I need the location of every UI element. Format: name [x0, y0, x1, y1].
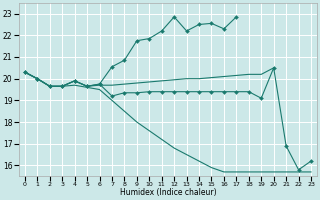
- X-axis label: Humidex (Indice chaleur): Humidex (Indice chaleur): [120, 188, 216, 197]
